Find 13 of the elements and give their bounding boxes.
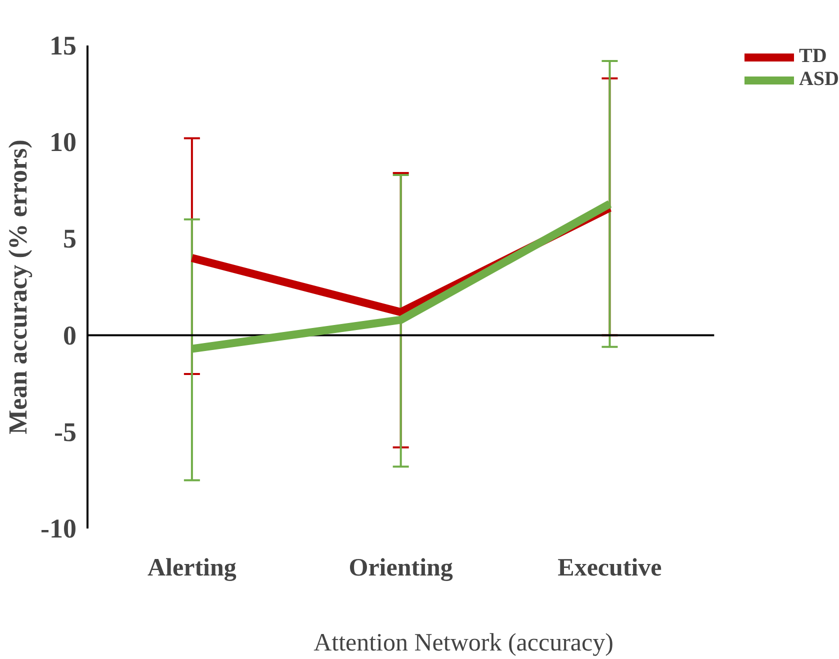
x-tick-label: Alerting (148, 554, 237, 582)
x-tick-label: Orienting (348, 554, 454, 582)
x-axis-title: Attention Network (accuracy) (314, 630, 614, 656)
y-tick-label: -5 (54, 416, 77, 447)
y-tick-label: 0 (63, 320, 76, 350)
legend-label: ASD (798, 68, 839, 91)
y-tick-label: 15 (50, 30, 76, 60)
y-axis-title: Mean accuracy (% errors) (4, 140, 33, 434)
y-tick-label: 10 (50, 127, 76, 158)
y-tick-label: -10 (40, 514, 77, 544)
y-tick-label: 5 (63, 224, 76, 254)
legend-label: TD (798, 45, 827, 68)
x-tick-label: Executive (558, 554, 662, 582)
